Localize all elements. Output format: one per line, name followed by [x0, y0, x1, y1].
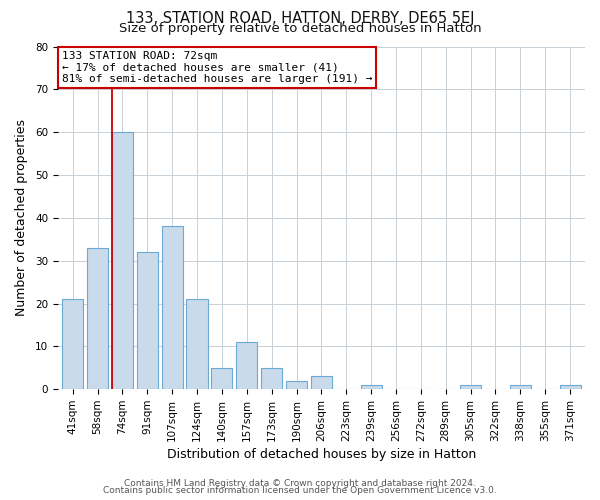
X-axis label: Distribution of detached houses by size in Hatton: Distribution of detached houses by size …	[167, 448, 476, 461]
Bar	[161, 226, 183, 389]
Bar	[311, 376, 332, 389]
Bar	[361, 385, 382, 389]
Bar	[460, 385, 481, 389]
Text: Contains HM Land Registry data © Crown copyright and database right 2024.: Contains HM Land Registry data © Crown c…	[124, 478, 476, 488]
Bar	[236, 342, 257, 389]
Text: Contains public sector information licensed under the Open Government Licence v3: Contains public sector information licen…	[103, 486, 497, 495]
Bar	[211, 368, 232, 389]
Text: 133, STATION ROAD, HATTON, DERBY, DE65 5EJ: 133, STATION ROAD, HATTON, DERBY, DE65 5…	[126, 11, 474, 26]
Bar	[261, 368, 282, 389]
Bar	[560, 385, 581, 389]
Bar	[510, 385, 531, 389]
Bar	[87, 248, 108, 389]
Bar	[137, 252, 158, 389]
Bar	[112, 132, 133, 389]
Bar	[62, 299, 83, 389]
Text: Size of property relative to detached houses in Hatton: Size of property relative to detached ho…	[119, 22, 481, 35]
Y-axis label: Number of detached properties: Number of detached properties	[15, 120, 28, 316]
Text: 133 STATION ROAD: 72sqm
← 17% of detached houses are smaller (41)
81% of semi-de: 133 STATION ROAD: 72sqm ← 17% of detache…	[62, 51, 372, 84]
Bar	[187, 299, 208, 389]
Bar	[286, 380, 307, 389]
